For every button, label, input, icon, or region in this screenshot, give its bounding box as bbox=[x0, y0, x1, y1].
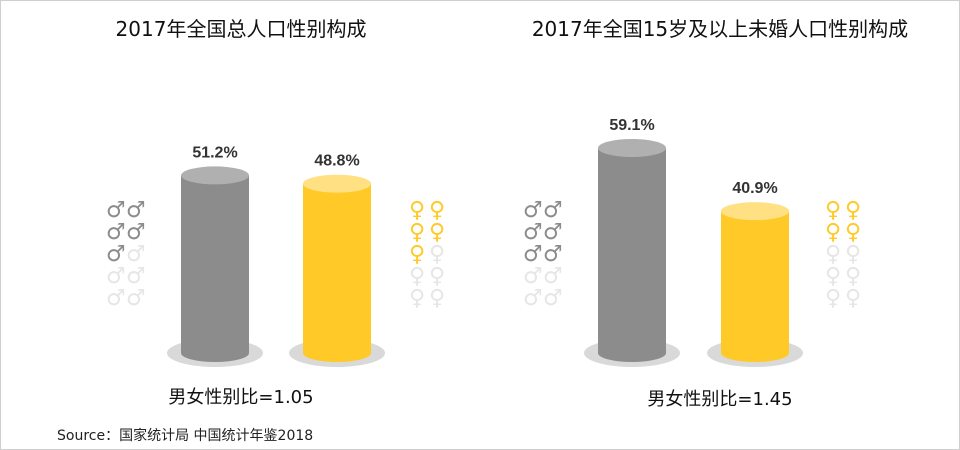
male-symbol-icon: ♂ bbox=[126, 198, 146, 223]
female-symbol-icon: ♀ bbox=[429, 220, 445, 245]
male-symbol-icon: ♂ bbox=[126, 264, 146, 289]
female-symbol-icon: ♀ bbox=[429, 264, 445, 289]
male-symbol-icon: ♂ bbox=[543, 198, 563, 223]
chart-panel-total-population: 2017年全国总人口性别构成 51.2% 48.8% ♂ ♂ ♂ ♂ ♂ ♂ ♂ ♂ ♂ ♂ ♀ ♀ ♀ ♀ ♀… bbox=[1, 1, 481, 421]
female-symbol-icon: ♀ bbox=[845, 220, 861, 245]
female-symbol-icon: ♀ bbox=[845, 286, 861, 311]
male-symbol-icon: ♂ bbox=[543, 220, 563, 245]
data-label: 48.8% bbox=[314, 153, 359, 170]
male-symbol-icon: ♂ bbox=[523, 220, 543, 245]
bar-male-top bbox=[598, 139, 666, 157]
bar-female-top bbox=[303, 174, 371, 193]
data-label: 40.9% bbox=[732, 180, 777, 197]
bar-female bbox=[303, 174, 371, 362]
sex-ratio-label: 男女性别比=1.05 bbox=[168, 387, 314, 408]
male-symbol-icon: ♂ bbox=[126, 242, 146, 267]
male-symbol-icon: ♂ bbox=[126, 286, 146, 311]
chart-total-population: 51.2% 48.8%♂ ♂♂ ♂♂ ♂♂ ♂♂ ♂♀ ♀♀ ♀♀ ♀♀ ♀♀ ♀ bbox=[106, 144, 445, 367]
male-symbol-icon: ♂ bbox=[106, 286, 126, 311]
bar-female-bottom bbox=[303, 344, 371, 362]
bar-male-top bbox=[181, 166, 249, 185]
bar-female-bottom bbox=[721, 344, 789, 362]
sex-ratio-label: 男女性别比=1.45 bbox=[647, 389, 793, 410]
male-symbol-icon: ♂ bbox=[523, 198, 543, 223]
chart-unmarried-15plus: 59.1%40.9%♂ ♂♂ ♂♂ ♂♂ ♂♂ ♂♀ ♀♀ ♀♀ ♀♀ ♀♀ ♀ bbox=[523, 117, 861, 367]
female-symbol-icon: ♀ bbox=[825, 242, 841, 267]
bar-male-bottom bbox=[598, 344, 666, 362]
chart-panel-unmarried-15plus: 2017年全国15岁及以上未婚人口性别构成 59.1% 40.9% ♂ ♂ ♂ ♂ ♂ ♂ ♂ ♂… bbox=[481, 1, 959, 421]
female-symbol-icon: ♀ bbox=[429, 198, 445, 223]
male-symbol-icon: ♂ bbox=[106, 242, 126, 267]
bar-male-bottom bbox=[181, 344, 249, 362]
male-symbol-icon: ♂ bbox=[126, 220, 146, 245]
female-symbol-icon: ♀ bbox=[825, 220, 841, 245]
male-symbol-icon: ♂ bbox=[523, 242, 543, 267]
bar-female bbox=[721, 202, 789, 362]
female-symbol-icon: ♀ bbox=[845, 242, 861, 267]
bar-male-body bbox=[598, 148, 666, 353]
chart-title: 2017年全国总人口性别构成 bbox=[115, 17, 367, 41]
male-symbol-icon: ♂ bbox=[543, 286, 563, 311]
male-symbol-icon: ♂ bbox=[523, 286, 543, 311]
female-symbol-icon: ♀ bbox=[409, 242, 425, 267]
female-symbol-icon: ♀ bbox=[845, 264, 861, 289]
female-symbol-icon: ♀ bbox=[409, 264, 425, 289]
male-symbol-icon: ♂ bbox=[543, 242, 563, 267]
male-symbol-icon: ♂ bbox=[106, 264, 126, 289]
male-symbol-icon: ♂ bbox=[523, 264, 543, 289]
female-symbol-icon: ♀ bbox=[825, 264, 841, 289]
source-note: Source：国家统计局 中国统计年鉴2018 bbox=[57, 428, 314, 444]
male-symbol-icon: ♂ bbox=[106, 220, 126, 245]
bar-female-body bbox=[721, 211, 789, 353]
male-symbol-icon: ♂ bbox=[543, 264, 563, 289]
bar-male bbox=[598, 139, 666, 362]
bar-male bbox=[181, 166, 249, 362]
data-label: 51.2% bbox=[192, 144, 237, 161]
bar-female-body bbox=[303, 183, 371, 353]
data-label: 59.1% bbox=[609, 117, 654, 134]
female-symbol-icon: ♀ bbox=[409, 198, 425, 223]
bar-female-top bbox=[721, 202, 789, 221]
female-symbol-icon: ♀ bbox=[409, 220, 425, 245]
female-symbol-icon: ♀ bbox=[429, 286, 445, 311]
bar-male-body bbox=[181, 175, 249, 353]
female-symbol-icon: ♀ bbox=[409, 286, 425, 311]
female-symbol-icon: ♀ bbox=[825, 198, 841, 223]
chart-title: 2017年全国15岁及以上未婚人口性别构成 bbox=[531, 17, 909, 41]
male-symbol-icon: ♂ bbox=[106, 198, 126, 223]
female-symbol-icon: ♀ bbox=[845, 198, 861, 223]
female-symbol-icon: ♀ bbox=[429, 242, 445, 267]
female-symbol-icon: ♀ bbox=[825, 286, 841, 311]
